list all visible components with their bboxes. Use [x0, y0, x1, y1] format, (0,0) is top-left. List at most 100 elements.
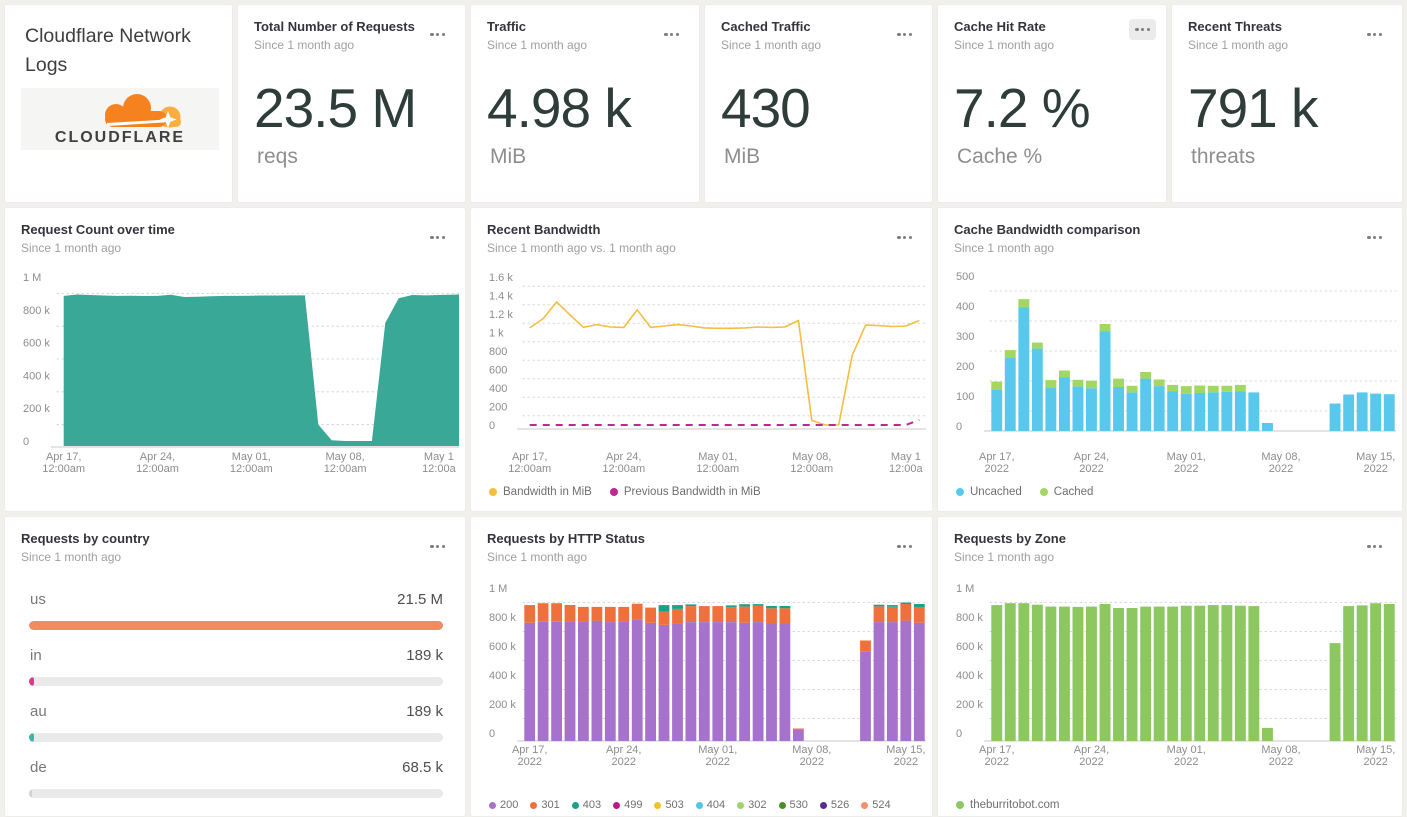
legend-item-200[interactable]: 200 — [489, 799, 518, 811]
chart-legend: Uncached Cached — [956, 486, 1093, 498]
panel-title: Requests by country — [21, 531, 150, 546]
svg-text:1.6 k: 1.6 k — [489, 272, 513, 284]
ellipsis-icon — [1367, 33, 1371, 37]
panel-menu-button[interactable] — [1363, 232, 1386, 243]
legend-item-302[interactable]: 302 — [737, 799, 767, 811]
svg-text:May 01,: May 01, — [698, 451, 737, 463]
panel-subtitle: Since 1 month ago — [954, 550, 1055, 564]
svg-text:1 k: 1 k — [489, 328, 504, 340]
country-gauge-fill — [29, 677, 34, 686]
legend-item-bandwidth-in-mib[interactable]: Bandwidth in MiB — [489, 486, 592, 498]
panel-title: Cache Bandwidth comparison — [954, 222, 1141, 237]
legend-dot-icon — [861, 801, 869, 809]
stat-value: 4.98 k — [487, 77, 632, 139]
legend-dot-icon — [489, 801, 496, 809]
panel-title: Request Count over time — [21, 222, 175, 237]
legend-dot-icon — [737, 801, 745, 809]
legend-item-previous-bandwidth-in-mib[interactable]: Previous Bandwidth in MiB — [609, 486, 761, 498]
legend-label: theburritobot.com — [970, 799, 1060, 811]
ellipsis-icon — [897, 33, 901, 37]
cloudflare-logo: CLOUDFLARE — [21, 88, 219, 150]
legend-item-cached[interactable]: Cached — [1039, 486, 1093, 498]
panel-requests-by-country: Requests by country Since 1 month ago us… — [4, 516, 466, 817]
ellipsis-icon — [430, 33, 434, 37]
svg-text:200 k: 200 k — [489, 699, 516, 711]
svg-text:200: 200 — [956, 361, 974, 373]
legend-dot-icon — [778, 801, 786, 809]
svg-text:May 01,: May 01, — [1167, 744, 1206, 756]
legend-label: 200 — [500, 799, 519, 811]
panel-brand: Cloudflare Network Logs CLOUDFLARE — [4, 4, 233, 203]
ellipsis-icon — [430, 545, 434, 549]
panel-menu-button[interactable] — [660, 29, 683, 40]
legend-label: 404 — [706, 799, 726, 811]
legend-item-404[interactable]: 404 — [695, 799, 726, 811]
cloudflare-logo-graphic: CLOUDFLARE — [55, 94, 183, 146]
ellipsis-icon — [1135, 28, 1139, 32]
panel-subtitle: Since 1 month ago — [954, 38, 1055, 52]
legend-item-524[interactable]: 524 — [861, 799, 891, 811]
ellipsis-icon — [1367, 545, 1371, 549]
svg-text:Apr 24,: Apr 24, — [606, 451, 641, 463]
panel-menu-button[interactable] — [893, 541, 916, 552]
svg-text:May 08,: May 08, — [792, 451, 831, 463]
svg-text:600 k: 600 k — [489, 641, 516, 653]
panel-menu-button[interactable] — [426, 232, 449, 243]
panel-menu-button[interactable] — [1129, 19, 1156, 41]
svg-text:1 M: 1 M — [489, 583, 507, 595]
panel-menu-button[interactable] — [893, 29, 916, 40]
panel-menu-button[interactable] — [1363, 541, 1386, 552]
svg-text:2022: 2022 — [706, 756, 730, 768]
svg-text:800 k: 800 k — [489, 612, 516, 624]
legend-item-theburritobot-com[interactable]: theburritobot.com — [956, 799, 1060, 811]
svg-text:2022: 2022 — [612, 756, 636, 768]
panel-requests-by-zone: Requests by Zone Since 1 month ago 0 200 … — [937, 516, 1403, 817]
panel-subtitle: Since 1 month ago — [21, 241, 122, 255]
dashboard-title: Cloudflare Network Logs — [25, 25, 191, 76]
ellipsis-icon — [1367, 236, 1371, 240]
svg-text:12:00am: 12:00am — [230, 463, 273, 475]
panel-menu-button[interactable] — [1363, 29, 1386, 40]
ellipsis-icon — [897, 545, 901, 549]
legend-label: 301 — [541, 799, 560, 811]
svg-text:12:00am: 12:00am — [696, 463, 739, 475]
panel-title: Total Number of Requests — [254, 19, 415, 34]
panel-cache-bandwidth-comparison: Cache Bandwidth comparison Since 1 month… — [937, 207, 1403, 512]
legend-item-uncached[interactable]: Uncached — [956, 486, 1022, 498]
svg-text:400 k: 400 k — [23, 370, 50, 382]
country-label-us: us — [30, 591, 46, 608]
legend-dot-icon — [956, 488, 964, 496]
svg-text:2022: 2022 — [800, 756, 824, 768]
country-label-in: in — [30, 647, 42, 664]
country-gauge-track — [29, 789, 443, 798]
panel-title: Requests by Zone — [954, 531, 1066, 546]
panel-subtitle: Since 1 month ago — [487, 38, 588, 52]
legend-dot-icon — [654, 801, 662, 809]
panel-menu-button[interactable] — [426, 29, 449, 40]
panel-traffic: Traffic Since 1 month ago 4.98 k MiB — [470, 4, 700, 203]
svg-text:200 k: 200 k — [23, 403, 50, 415]
legend-item-403[interactable]: 403 — [571, 799, 601, 811]
legend-item-530[interactable]: 530 — [778, 799, 808, 811]
legend-dot-icon — [489, 488, 497, 496]
legend-item-526[interactable]: 526 — [819, 799, 849, 811]
panel-menu-button[interactable] — [893, 232, 916, 243]
legend-item-503[interactable]: 503 — [654, 799, 684, 811]
svg-text:2022: 2022 — [1269, 463, 1293, 475]
legend-dot-icon — [956, 801, 964, 809]
legend-item-499[interactable]: 499 — [613, 799, 642, 811]
svg-text:12:00am: 12:00am — [324, 463, 367, 475]
legend-item-301[interactable]: 301 — [530, 799, 560, 811]
svg-text:300: 300 — [956, 331, 974, 343]
panel-title: Requests by HTTP Status — [487, 531, 645, 546]
legend-label: Bandwidth in MiB — [503, 486, 592, 498]
panel-menu-button[interactable] — [426, 541, 449, 552]
